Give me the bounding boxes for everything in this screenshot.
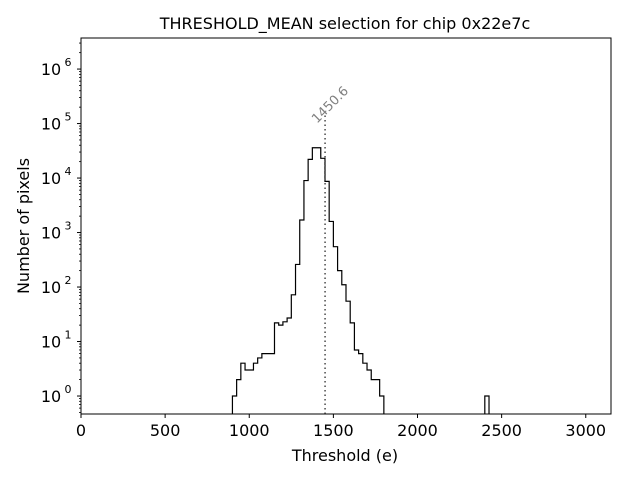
y-tick-label: 10 <box>41 224 61 243</box>
y-tick-label: 10 <box>41 333 61 352</box>
x-tick-label: 2500 <box>481 421 522 440</box>
y-tick-exponent: 5 <box>65 111 72 124</box>
x-axis-label: Threshold (e) <box>291 446 398 465</box>
y-tick-label: 10 <box>41 60 61 79</box>
y-tick-label: 10 <box>41 115 61 134</box>
x-tick-label: 0 <box>76 421 86 440</box>
y-tick-exponent: 1 <box>65 329 72 342</box>
histogram-bin-outlier <box>484 395 490 414</box>
x-tick-label: 1000 <box>229 421 270 440</box>
y-tick-exponent: 6 <box>65 56 72 69</box>
x-tick-label: 1500 <box>313 421 354 440</box>
y-tick-exponent: 2 <box>65 274 72 287</box>
x-tick-label: 500 <box>150 421 181 440</box>
y-tick-exponent: 0 <box>65 383 72 396</box>
histogram-outline <box>231 147 385 414</box>
y-tick-label: 10 <box>41 278 61 297</box>
y-tick-exponent: 3 <box>65 220 72 233</box>
x-tick-label: 3000 <box>565 421 606 440</box>
mean-threshold-label: 1450.6 <box>309 84 352 127</box>
x-tick-label: 2000 <box>397 421 438 440</box>
y-axis-label: Number of pixels <box>14 158 33 294</box>
chart-title: THRESHOLD_MEAN selection for chip 0x22e7… <box>159 14 531 34</box>
axes-frame <box>80 37 612 415</box>
y-tick-label: 10 <box>41 169 61 188</box>
y-tick-label: 10 <box>41 387 61 406</box>
y-tick-exponent: 4 <box>65 165 72 178</box>
